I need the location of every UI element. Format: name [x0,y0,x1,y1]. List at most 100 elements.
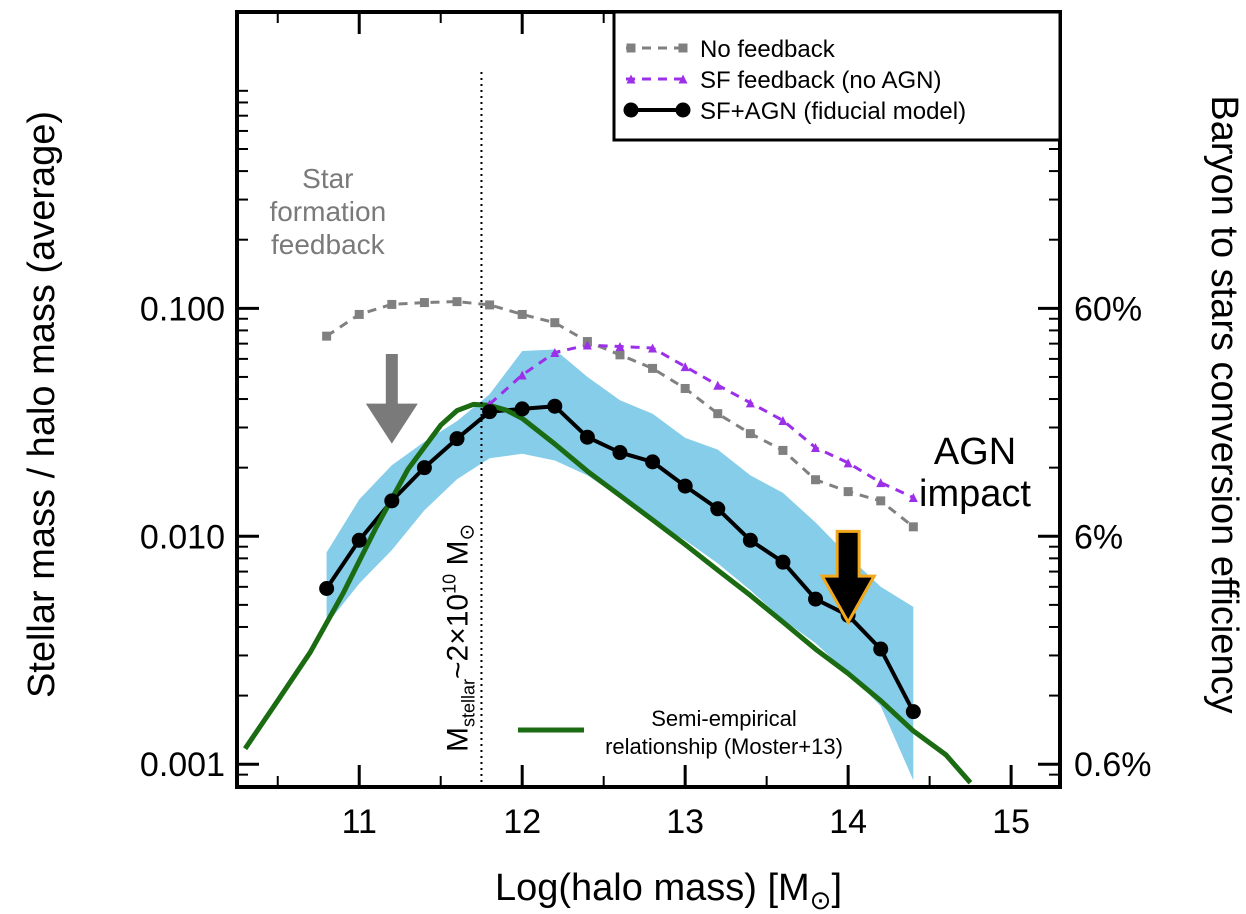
scatter-band [326,349,914,781]
series-0-point [550,318,560,328]
series-0-point [615,350,625,360]
sf-feedback-label-2: feedback [271,229,386,260]
series-1-point [811,443,821,453]
sf-feedback-label-1: formation [269,196,386,227]
series-2-point [384,493,400,509]
agn-impact-label-0: AGN [934,431,1016,473]
series-1-point [550,348,560,358]
x-tick-label: 12 [503,803,541,841]
series-0-point [517,309,527,319]
series-2-point [677,478,693,494]
series-2-point [416,460,432,476]
legend-marker-left-0 [626,43,636,53]
y-tick-label: 0.010 [140,518,225,556]
y-tick-label-right: 0.6% [1074,746,1152,784]
legend-label-moster: Semi-empirical relationship (Moster+13) [605,706,843,759]
series-1-point [680,362,690,372]
scatter-band-layer [326,349,914,781]
series-line-1 [488,343,914,499]
y-axis-label-right: Baryon to stars conversion efficiency [1203,95,1245,713]
series-1-point [876,478,886,488]
series-0-point [908,522,918,532]
series-1-point [713,380,723,390]
series-2-point [710,501,726,517]
series-0-point [680,383,690,393]
series-1-point [843,458,853,468]
series-2-point [775,554,791,570]
series-0-point [843,487,853,497]
series-0-point [778,445,788,455]
legend-marker-left-2 [623,102,639,118]
series-0-point [485,300,495,310]
y-tick-label: 0.100 [140,290,225,328]
series-1-point [517,370,527,380]
series-0-point [387,299,397,309]
series-2-point [319,580,335,596]
series-0-point [876,496,886,506]
series-layer [243,297,973,785]
series-0-point [648,363,658,373]
series-2-point [351,532,367,548]
legend-marker-right-2 [675,102,691,118]
y-tick-label-right: 6% [1074,518,1123,556]
series-2-point [612,445,628,461]
series-2-point [482,404,498,420]
series-2-point [645,454,661,470]
sf-feedback-label-0: Star [302,163,353,194]
vline-label-sub: stellar [458,679,478,727]
vline-label-sun: ⊙ [456,524,478,541]
sf-feedback-arrow [365,354,418,444]
series-0-point [354,309,364,319]
y-tick-label-right: 60% [1074,290,1142,328]
legend-label-moster-line2: relationship (Moster+13) [605,734,843,759]
series-2-point [873,641,889,657]
legend-marker-left-1 [626,74,636,84]
series-2-point [449,431,465,447]
x-axis-label-main: Log(halo mass) [M [495,867,810,909]
vline-label-end: M [441,541,474,574]
legend-box [612,10,1062,142]
series-2-point [742,532,758,548]
x-axis-label-sun: ⊙ [810,885,832,914]
y-axis-label: Stellar mass / halo mass (average) [21,111,63,698]
series-2-point [808,591,824,607]
series-0-point [745,429,755,439]
x-axis-label: Log(halo mass) [M⊙] [495,867,842,914]
series-0-point [811,475,821,485]
legend-label-1: SF feedback (no AGN) [700,67,941,94]
series-1-point [908,492,918,502]
x-tick-label: 14 [829,803,867,841]
series-1-point [582,340,592,350]
series-1-point [615,342,625,352]
vline-label-m: M [441,727,474,752]
x-axis-label-close: ] [831,867,842,909]
legend-label-0: No feedback [700,36,836,63]
series-2-point [514,401,530,417]
legend-marker-right-1 [678,74,688,84]
vline-label: Mstellar~2×1010 M⊙ [439,524,478,752]
series-0-point [713,409,723,419]
series-1-point [648,343,658,353]
series-0-point [322,331,332,341]
series-2-point [905,704,921,720]
vline-label-tail: ~2×10 [441,594,474,679]
series-line-3 [243,401,973,785]
x-tick-label: 15 [992,803,1030,841]
series-1-point [778,416,788,426]
series-2-point [579,429,595,445]
y-tick-label: 0.001 [140,746,225,784]
series-0-point [452,297,462,307]
agn-impact-arrow [819,529,877,626]
series-1-point [745,398,755,408]
agn-impact-label-1: impact [919,473,1031,515]
series-0-point [419,298,429,308]
legend-label-moster-line1: Semi-empirical [651,706,796,731]
x-tick-label: 13 [666,803,704,841]
axes-layer: 11 12 13 14 15 0.100 60% 0.010 6% 0.001 0.6% Log(ha… [21,10,1245,914]
legend-layer: No feedback SF feedback (no AGN) SF+AGN (f… [518,10,1062,759]
legend-marker-right-0 [678,43,688,53]
vline-layer: Mstellar~2×1010 M⊙ [439,72,483,787]
x-tick-label: 11 [342,803,377,841]
